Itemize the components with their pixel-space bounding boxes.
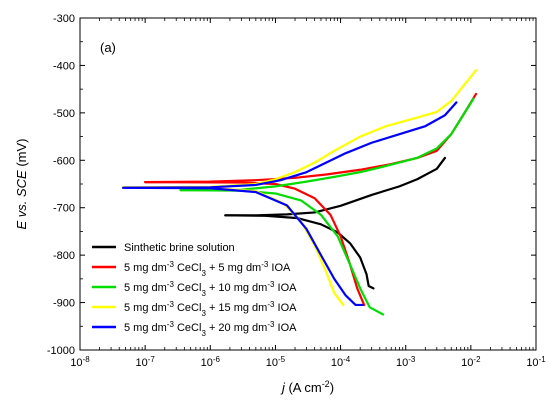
legend-entry: 5 mg dm-3 CeCl3 + 5 mg dm-3 IOA [124, 260, 291, 278]
y-tick-label: -400 [53, 60, 75, 72]
x-axis-title-unit-end: ) [330, 380, 334, 395]
y-tick-label: -300 [53, 13, 75, 25]
y-tick-label: -700 [53, 203, 75, 215]
x-tick-labels: 10-8 10-7 10-6 10-5 10-4 10-3 10-2 10-1 [70, 355, 546, 370]
series-1-anodic-branch [224, 156, 447, 217]
series-5 [122, 101, 458, 307]
series-5-cathodic-branch [122, 186, 364, 307]
y-tick-label: -1000 [47, 345, 75, 357]
legend-entry: 5 mg dm-3 CeCl3 + 15 mg dm-3 IOA [124, 300, 297, 318]
series-2-anodic-branch [144, 92, 478, 184]
series-4-anodic-branch [122, 69, 478, 189]
x-axis-title: j (A cm-2) [280, 379, 334, 395]
x-axis-title-unit: (A cm [285, 380, 322, 395]
tick-marks [79, 17, 537, 351]
y-tick-label: -800 [53, 250, 75, 262]
y-axis-title: E vs. SCE (mV) [14, 138, 29, 229]
series-lines [122, 69, 478, 316]
legend-entry: 5 mg dm-3 CeCl3 + 20 mg dm-3 IOA [124, 320, 297, 338]
x-tick-label: 10-7 [135, 355, 155, 370]
x-tick-label: 10-4 [331, 355, 351, 370]
y-axis-title-symbol: E vs. SCE [14, 170, 29, 230]
x-tick-label: 10-1 [526, 355, 546, 370]
plot-frame [79, 17, 537, 351]
x-axis-title-unit-exp: -2 [322, 379, 330, 389]
series-1 [224, 156, 447, 290]
x-axis-title-symbol: j [280, 380, 286, 395]
legend-entry: 5 mg dm-3 CeCl3 + 10 mg dm-3 IOA [124, 280, 297, 298]
x-tick-label: 10-5 [266, 355, 286, 370]
x-tick-label: 10-3 [396, 355, 416, 370]
legend: Sinthetic brine solution 5 mg dm-3 CeCl3 … [92, 242, 297, 338]
series-1-cathodic-branch [224, 214, 375, 290]
y-tick-labels: -300 -400 -500 -600 -700 -800 -900 -1000 [47, 13, 75, 357]
x-tick-label: 10-2 [461, 355, 481, 370]
x-tick-label: 10-6 [201, 355, 221, 370]
y-tick-label: -600 [53, 155, 75, 167]
y-tick-label: -900 [53, 298, 75, 310]
panel-label: (a) [100, 40, 116, 55]
x-tick-label: 10-8 [70, 355, 90, 370]
y-tick-label: -500 [53, 108, 75, 120]
y-axis-title-unit: (mV) [14, 138, 29, 170]
legend-entry: Sinthetic brine solution [124, 242, 235, 254]
series-3-anodic-branch [179, 97, 475, 192]
series-5-anodic-branch [122, 101, 458, 189]
